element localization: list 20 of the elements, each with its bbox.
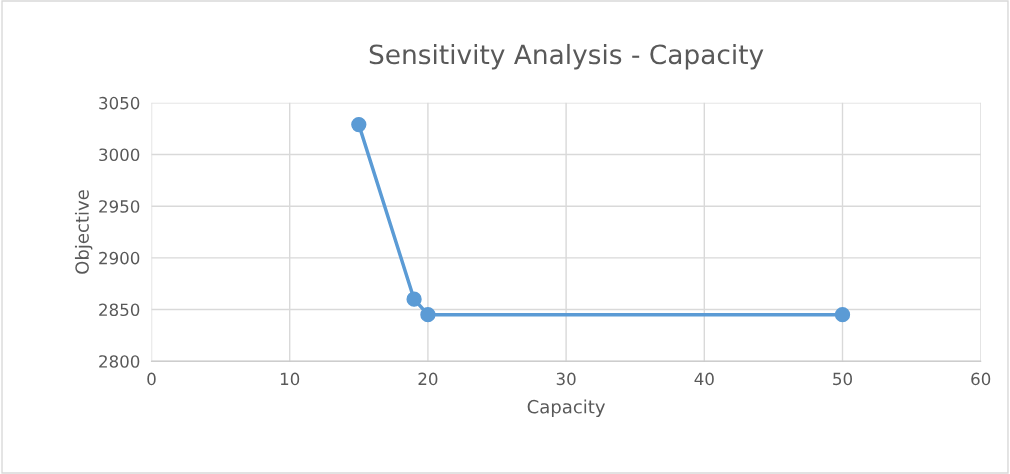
y-tick-label: 2850 — [99, 303, 140, 317]
x-tick-label: 40 — [694, 372, 714, 386]
point — [406, 291, 422, 307]
y-axis-title: Objective — [74, 190, 93, 274]
point — [351, 116, 367, 133]
x-tick-label: 10 — [280, 372, 300, 386]
y-tick-label: 3050 — [99, 96, 140, 110]
x-tick-label: 20 — [418, 372, 438, 386]
x-axis-title: Capacity — [527, 399, 606, 418]
y-tick-label: 2800 — [99, 355, 140, 368]
point — [834, 307, 851, 323]
x-tick-label: 50 — [833, 372, 853, 386]
y-tick-label: 2900 — [99, 251, 140, 265]
x-tick-label: 60 — [971, 372, 991, 386]
x-tick-label: 30 — [556, 372, 576, 386]
y-tick-label: 2950 — [99, 200, 140, 213]
x-tick-label: 0 — [147, 372, 156, 386]
chart-title: Sensitivity Analysis - Capacity — [369, 43, 764, 70]
y-tick-label: 3000 — [99, 148, 140, 162]
point — [420, 307, 436, 323]
